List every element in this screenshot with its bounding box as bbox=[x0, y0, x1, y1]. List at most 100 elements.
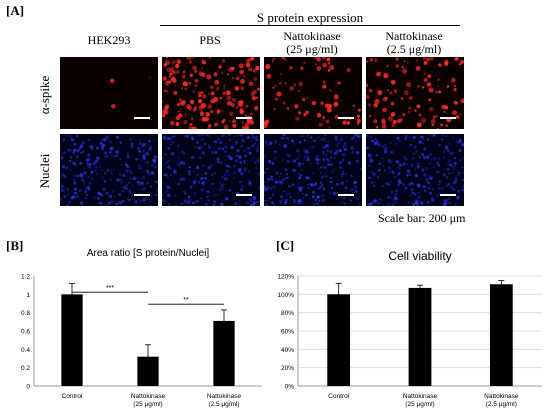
scale-bar bbox=[440, 117, 456, 119]
nucleus-dot bbox=[426, 138, 430, 141]
nucleus-dot bbox=[130, 142, 133, 146]
nucleus-dot bbox=[90, 177, 94, 181]
nucleus-dot bbox=[145, 169, 150, 174]
nucleus-dot bbox=[461, 188, 464, 192]
nucleus-dot bbox=[78, 162, 82, 165]
nucleus-dot bbox=[372, 172, 376, 176]
nucleus-dot bbox=[182, 151, 186, 156]
nucleus-dot bbox=[392, 170, 395, 174]
spike-signal-dot bbox=[241, 126, 246, 129]
nucleus-dot bbox=[73, 181, 77, 185]
spike-signal-dot bbox=[454, 57, 459, 61]
nucleus-dot bbox=[324, 173, 326, 175]
nucleus-dot bbox=[381, 145, 384, 148]
nucleus-dot bbox=[449, 185, 453, 189]
nucleus-dot bbox=[221, 183, 225, 187]
nucleus-dot bbox=[179, 174, 182, 176]
nucleus-dot bbox=[138, 138, 141, 141]
nucleus-dot bbox=[125, 169, 129, 173]
nucleus-dot bbox=[146, 182, 149, 185]
nucleus-dot bbox=[248, 151, 252, 155]
nucleus-dot bbox=[438, 183, 440, 186]
nucleus-dot bbox=[296, 198, 301, 203]
spike-signal-dot bbox=[305, 110, 309, 115]
nucleus-dot bbox=[411, 191, 414, 194]
nucleus-dot bbox=[128, 198, 131, 202]
nucleus-dot bbox=[207, 195, 210, 198]
nucleus-dot bbox=[447, 182, 451, 186]
spike-signal-dot bbox=[459, 113, 462, 115]
nucleus-dot bbox=[146, 161, 149, 164]
nucleus-dot bbox=[180, 177, 184, 181]
spike-signal-dot bbox=[208, 57, 211, 59]
spike-signal-dot bbox=[322, 116, 326, 120]
nucleus-dot bbox=[86, 153, 91, 157]
spike-signal-dot bbox=[182, 70, 186, 74]
nucleus-dot bbox=[316, 202, 319, 205]
spike-signal-dot bbox=[272, 58, 275, 61]
nucleus-dot bbox=[143, 198, 146, 202]
spike-signal-dot bbox=[397, 119, 402, 124]
nucleus-dot bbox=[402, 162, 406, 166]
nucleus-dot bbox=[239, 160, 243, 165]
nucleus-dot bbox=[132, 184, 135, 187]
nucleus-dot bbox=[415, 164, 418, 167]
nucleus-dot bbox=[278, 180, 282, 184]
spike-signal-dot bbox=[243, 75, 246, 78]
nucleus-dot bbox=[238, 156, 242, 160]
spike-signal-dot bbox=[192, 126, 198, 129]
nucleus-dot bbox=[207, 199, 210, 202]
nucleus-dot bbox=[64, 189, 66, 192]
nucleus-dot bbox=[317, 186, 321, 190]
x-tick-label: Nattokinase bbox=[207, 393, 242, 400]
nucleus-dot bbox=[307, 183, 310, 186]
nucleus-dot bbox=[96, 156, 101, 161]
nucleus-dot bbox=[119, 141, 122, 144]
col-head-nattokinase-25: Nattokinase (25 μg/ml) bbox=[283, 29, 341, 56]
spike-signal-dot bbox=[431, 123, 435, 127]
nucleus-dot bbox=[198, 134, 202, 137]
micrograph-nuclei-pbs bbox=[162, 134, 260, 206]
spike-signal-dot bbox=[396, 57, 399, 60]
spike-signal-dot bbox=[376, 71, 381, 77]
nucleus-dot bbox=[130, 171, 133, 174]
nucleus-dot bbox=[124, 163, 128, 167]
spike-signal-dot bbox=[373, 103, 378, 108]
spike-signal-dot bbox=[221, 109, 224, 112]
chart-area-ratio: Area ratio [S protein/Nuclei] 0 0.2 0.4 0.6 0… bbox=[21, 248, 262, 408]
col-head-hek293: HEK293 bbox=[87, 33, 131, 47]
nucleus-dot bbox=[235, 143, 237, 145]
nucleus-dot bbox=[319, 166, 323, 169]
spike-signal-dot bbox=[356, 118, 361, 123]
nucleus-dot bbox=[189, 185, 193, 189]
nucleus-dot bbox=[322, 137, 326, 141]
nucleus-dot bbox=[410, 187, 414, 192]
nucleus-dot bbox=[106, 168, 109, 172]
nucleus-dot bbox=[301, 186, 303, 189]
spike-signal-dot bbox=[390, 79, 396, 85]
spike-signal-dot bbox=[184, 88, 187, 91]
y-tick-label: 1 bbox=[26, 292, 30, 299]
nucleus-dot bbox=[433, 166, 435, 169]
nucleus-dot bbox=[102, 187, 106, 191]
nucleus-dot bbox=[437, 163, 441, 167]
nucleus-dot bbox=[354, 140, 357, 143]
nucleus-dot bbox=[264, 155, 266, 158]
spike-signal-dot bbox=[248, 81, 254, 87]
nucleus-dot bbox=[445, 185, 448, 188]
nucleus-dot bbox=[74, 174, 78, 178]
nucleus-dot bbox=[88, 181, 92, 185]
nucleus-dot bbox=[151, 163, 155, 167]
row-head-nuclei: Nuclei bbox=[37, 153, 52, 189]
spike-signal-dot bbox=[163, 89, 167, 92]
nucleus-dot bbox=[462, 157, 464, 160]
nucleus-dot bbox=[331, 170, 334, 173]
nucleus-dot bbox=[72, 162, 76, 165]
nucleus-dot bbox=[429, 177, 432, 180]
nucleus-dot bbox=[392, 198, 395, 201]
nucleus-dot bbox=[271, 193, 275, 197]
nucleus-dot bbox=[87, 165, 91, 169]
nucleus-dot bbox=[141, 188, 144, 191]
nucleus-dot bbox=[394, 201, 397, 204]
nucleus-dot bbox=[214, 151, 218, 154]
